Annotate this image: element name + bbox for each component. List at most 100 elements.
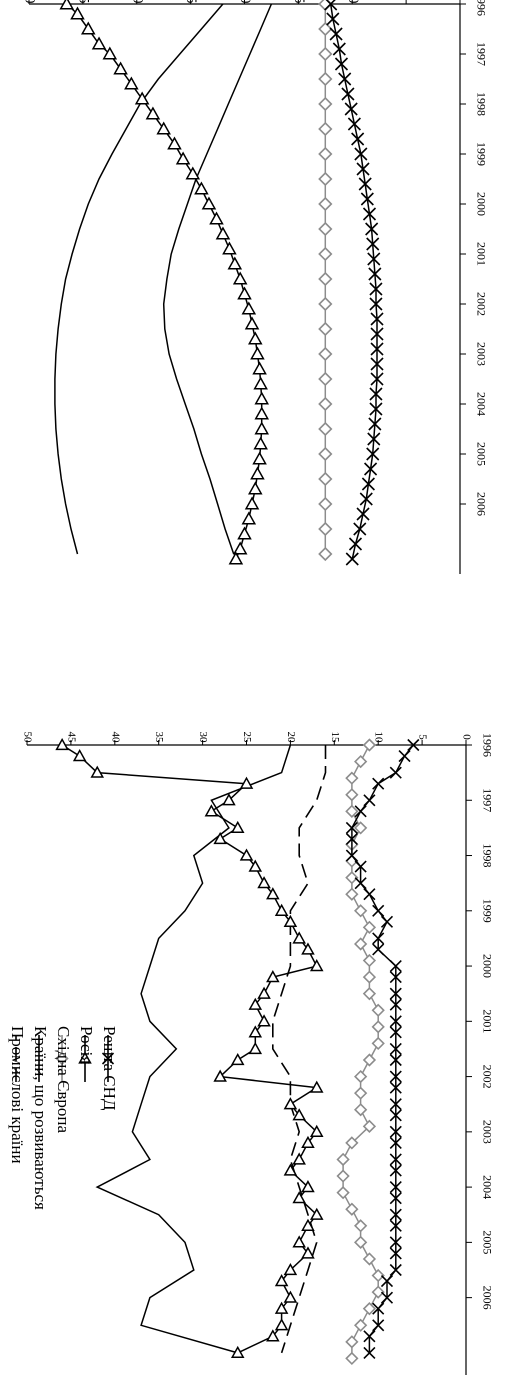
chart0-point-Східна-Європа: [362, 1119, 377, 1133]
chart1-point-Решта-СНД: [341, 87, 355, 101]
chart0-point-Решта-СНД: [389, 1136, 402, 1149]
chart1-point-Східна-Європа: [318, 46, 333, 62]
chart0-time-tick-label: 2001: [480, 1009, 494, 1033]
chart1-value-tick-label: 15: [291, 0, 307, 4]
chart0-point-Решта-СНД: [380, 915, 394, 928]
chart0-point-Росія: [292, 1191, 306, 1204]
chart0-value-tick-label: 15: [329, 732, 341, 744]
chart1-point-Східна-Європа: [318, 446, 333, 462]
chart1-point-Росія: [113, 61, 128, 75]
chart1-point-Східна-Європа: [318, 321, 333, 337]
chart0-point-Решта-СНД: [389, 1219, 402, 1232]
chart0-point-Росія: [301, 942, 315, 955]
chart0-time-tick-label: 1998: [480, 844, 494, 868]
chart1-point-Решта-СНД: [367, 252, 381, 266]
chart0-point-Росія: [248, 859, 263, 872]
chart1-point-Решта-СНД: [370, 327, 384, 341]
chart1-value-tick-label: 30: [129, 0, 145, 4]
chart1-time-tick-label: 2005: [474, 442, 488, 466]
chart0-point-Решта-СНД: [389, 766, 402, 779]
chart0-point-Росія: [257, 1014, 271, 1027]
chart0-point-Решта-СНД: [380, 1291, 394, 1304]
chart1-point-Решта-СНД: [367, 432, 381, 446]
legend-label-Країни,-що-розвиваються: Країни, що розвиваються: [31, 1026, 50, 1210]
chart0-point-Росія: [213, 831, 227, 845]
chart0-series-line-Промислові-країни: [272, 745, 327, 1354]
chart1-point-Решта-СНД: [338, 72, 352, 86]
chart1-point-Росія: [232, 541, 248, 555]
chart0-point-Східна-Європа: [354, 1318, 368, 1332]
chart0-time-tick-label: 2005: [480, 1230, 494, 1254]
chart0-point-Східна-Європа: [362, 738, 377, 752]
chart0-point-Решта-СНД: [389, 1181, 402, 1194]
chart1-point-Решта-СНД: [326, 12, 340, 26]
chart0-point-Решта-СНД: [363, 794, 376, 807]
chart0-point-Росія: [301, 1135, 315, 1149]
chart1-point-Решта-СНД: [354, 147, 368, 161]
chart0-time-tick-label: 1997: [480, 788, 494, 812]
chart1-point-Східна-Європа: [318, 96, 333, 112]
chart0-value-tick-label: 35: [153, 732, 165, 744]
chart0-point-Росія: [274, 1301, 289, 1314]
chart1-point-Росія: [134, 91, 150, 105]
chart0-point-Росія: [309, 1080, 324, 1093]
chart1-point-Решта-СНД: [370, 357, 384, 371]
chart0-point-Східна-Європа: [362, 920, 377, 934]
chart1-point-Решта-СНД: [332, 42, 346, 56]
chart0-point-Східна-Європа: [354, 821, 368, 835]
chart0-point-Решта-СНД: [389, 1042, 402, 1056]
chart1-point-Росія: [241, 511, 257, 525]
chart1-point-Росія: [167, 136, 182, 150]
chart0-point-Росія: [230, 820, 245, 834]
chart0-point-Східна-Європа: [345, 887, 359, 901]
legend-label-Решта-СНД: Решта СНД: [100, 1026, 119, 1111]
chart1-point-Решта-СНД: [370, 372, 384, 386]
legend-marker-Росія: [78, 1051, 92, 1064]
chart0-point-Решта-СНД: [363, 888, 376, 901]
legend: Промислові країни Країни, що розвиваються…: [8, 1026, 119, 1210]
chart0-point-Решта-СНД: [389, 1208, 402, 1221]
chart0-point-Росія: [55, 737, 69, 751]
chart1-point-Росія: [253, 436, 268, 450]
chart0-point-Решта-СНД: [363, 1346, 376, 1359]
chart0-point-Решта-СНД: [389, 1153, 402, 1166]
chart1-point-Східна-Європа: [318, 296, 333, 312]
chart0-point-Східна-Європа: [354, 754, 368, 769]
chart0-point-Росія: [204, 804, 219, 817]
chart0-point-Східна-Європа: [345, 1335, 359, 1349]
chart1-point-Решта-СНД: [347, 117, 361, 131]
chart1-point-Решта-СНД: [362, 207, 377, 221]
chart1-time-tick-label: 2006: [474, 492, 488, 516]
chart1-point-Росія: [248, 331, 263, 345]
chart0-point-Росія: [257, 876, 271, 889]
chart0-value-tick-label: 25: [241, 732, 253, 744]
legend-label-Росія: Росія: [77, 1026, 96, 1064]
chart0-point-Східна-Європа: [362, 1053, 377, 1067]
chart1-point-Східна-Європа: [318, 146, 333, 162]
chart0-time-tick-label: 2002: [480, 1065, 494, 1089]
chart1-point-Росія: [241, 301, 257, 315]
chart0-point-Східна-Європа: [354, 1235, 368, 1249]
chart1-point-Решта-СНД: [359, 492, 373, 506]
chart1-time-tick-label: 2000: [474, 192, 488, 216]
chart0-point-Росія: [283, 914, 298, 927]
chart0-point-Решта-СНД: [372, 777, 385, 790]
chart0-point-Росія: [309, 959, 324, 972]
chart1-point-Східна-Європа: [318, 421, 333, 437]
chart1-point-Решта-СНД: [369, 402, 383, 416]
chart0-time-tick-label: 2004: [480, 1175, 494, 1199]
chart0-point-Росія: [266, 887, 280, 900]
chart1-time-tick-label: 1999: [474, 142, 488, 166]
chart0-time-tick-label: 2003: [480, 1120, 494, 1144]
chart1-value-tick-label: 25: [183, 0, 199, 4]
chart1-point-Росія: [215, 226, 231, 240]
chart1-point-Східна-Європа: [318, 246, 333, 262]
chart0-series-line-Решта-СНД: [351, 744, 414, 1353]
chart1-point-Решта-СНД: [361, 477, 375, 491]
chart1-time-tick-label: 2002: [474, 292, 488, 316]
chart1-point-Східна-Європа: [318, 521, 333, 537]
chart1-point-Росія: [222, 241, 237, 255]
chart0-point-Східна-Європа: [362, 953, 377, 968]
chart0-point-Решта-СНД: [372, 932, 385, 945]
